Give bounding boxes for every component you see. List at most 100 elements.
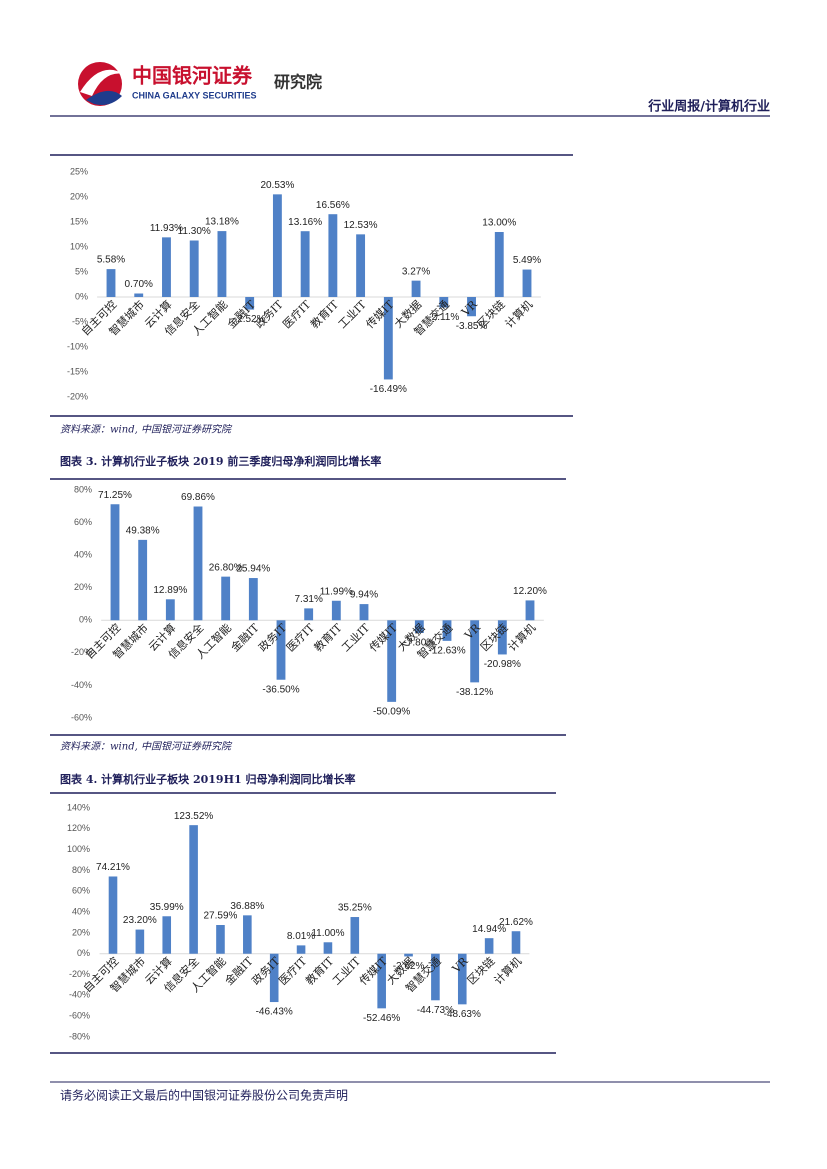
bar bbox=[221, 576, 231, 621]
value-label: -16.49% bbox=[370, 384, 407, 395]
value-label: 21.62% bbox=[499, 917, 533, 928]
y-tick-label: -60% bbox=[71, 712, 92, 722]
category-label: VR bbox=[449, 954, 471, 976]
bar bbox=[414, 620, 424, 633]
bar bbox=[431, 953, 440, 1001]
value-label: -2.11% bbox=[428, 312, 459, 323]
bar bbox=[331, 600, 341, 621]
bar bbox=[328, 214, 338, 297]
value-label: 9.94% bbox=[350, 590, 378, 601]
bar bbox=[497, 620, 507, 655]
bar bbox=[216, 925, 225, 954]
bar bbox=[442, 620, 452, 641]
bar bbox=[296, 945, 306, 954]
bar bbox=[162, 237, 171, 297]
category-label: VR bbox=[462, 621, 484, 643]
bar bbox=[134, 293, 144, 297]
y-tick-label: 0% bbox=[77, 948, 90, 958]
y-tick-label: 0% bbox=[79, 615, 92, 625]
y-tick-label: 40% bbox=[72, 906, 90, 916]
bar bbox=[304, 608, 314, 621]
company-name: 中国银河证券 bbox=[132, 64, 253, 88]
value-label: 11.00% bbox=[311, 928, 344, 939]
institute: 研究院 bbox=[274, 73, 322, 92]
bar bbox=[189, 240, 199, 297]
y-tick-label: 60% bbox=[72, 886, 90, 896]
value-label: -46.43% bbox=[256, 1007, 293, 1018]
bar bbox=[165, 599, 175, 621]
source-note: 资料来源：wind, 中国银河证券研究院 bbox=[60, 741, 233, 753]
bar bbox=[138, 539, 148, 621]
y-tick-label: 15% bbox=[70, 216, 88, 226]
value-label: -7.80% bbox=[403, 638, 435, 649]
value-label: 36.88% bbox=[230, 901, 264, 912]
category-label: 区块链 bbox=[464, 954, 497, 987]
bar bbox=[484, 938, 494, 954]
bar bbox=[300, 231, 310, 297]
bar bbox=[387, 620, 397, 702]
value-label: 69.86% bbox=[181, 492, 215, 503]
value-label: 123.52% bbox=[174, 811, 214, 822]
value-label: 16.56% bbox=[316, 200, 350, 211]
category-label: 医疗IT bbox=[283, 620, 317, 654]
bar bbox=[467, 297, 476, 317]
value-label: 11.30% bbox=[178, 226, 211, 237]
value-label: 11.93% bbox=[150, 223, 183, 234]
bar bbox=[135, 929, 145, 954]
bar bbox=[522, 269, 532, 297]
category-label: 工业IT bbox=[339, 621, 372, 654]
bar bbox=[439, 297, 449, 308]
y-tick-label: 5% bbox=[75, 266, 88, 276]
value-label: 3.27% bbox=[402, 266, 430, 277]
y-tick-label: -80% bbox=[69, 1031, 90, 1041]
bar bbox=[350, 917, 360, 954]
category-label: 医疗IT bbox=[280, 297, 314, 331]
category-label: 工业IT bbox=[330, 954, 363, 987]
category-label: 金融IT bbox=[222, 954, 256, 988]
value-label: -38.12% bbox=[456, 687, 493, 698]
value-label: 8.01% bbox=[287, 931, 315, 942]
bar bbox=[243, 915, 252, 954]
y-tick-label: 0% bbox=[75, 291, 88, 301]
bar bbox=[272, 194, 282, 297]
value-label: -48.63% bbox=[444, 1009, 481, 1020]
value-label: 49.38% bbox=[126, 526, 160, 537]
bar bbox=[108, 876, 118, 954]
bar bbox=[276, 620, 286, 680]
value-label: -50.09% bbox=[373, 707, 410, 718]
y-tick-label: 25% bbox=[70, 166, 88, 176]
y-tick-label: 40% bbox=[74, 550, 92, 560]
value-label: 35.25% bbox=[338, 903, 372, 914]
value-label: 74.21% bbox=[96, 862, 130, 873]
y-tick-label: -10% bbox=[67, 341, 88, 351]
bar bbox=[359, 604, 369, 621]
bar bbox=[383, 297, 393, 380]
source-note: 资料来源：wind, 中国银河证券研究院 bbox=[60, 424, 233, 436]
bar bbox=[217, 231, 227, 297]
y-tick-label: 140% bbox=[67, 802, 90, 812]
bar bbox=[404, 953, 413, 957]
company-en: CHINA GALAXY SECURITIES bbox=[132, 90, 257, 100]
category-label: 工业IT bbox=[336, 298, 369, 331]
value-label: 11.99% bbox=[320, 586, 353, 597]
y-tick-label: -5% bbox=[72, 316, 88, 326]
bar bbox=[269, 953, 279, 1003]
y-tick-label: 60% bbox=[74, 517, 92, 527]
y-tick-label: -20% bbox=[67, 391, 88, 401]
y-tick-label: -60% bbox=[69, 1011, 90, 1021]
bar bbox=[162, 916, 172, 954]
footer-note: 请务必阅读正文最后的中国银河证券股份公司免责声明 bbox=[60, 1088, 348, 1103]
y-tick-label: 20% bbox=[70, 191, 88, 201]
value-label: 12.53% bbox=[344, 220, 378, 231]
value-label: -20.98% bbox=[484, 659, 521, 670]
bar bbox=[356, 234, 366, 297]
bar bbox=[525, 600, 535, 621]
y-tick-label: 10% bbox=[70, 241, 88, 251]
bar bbox=[106, 269, 116, 297]
value-label: -3.85% bbox=[456, 321, 488, 332]
y-tick-label: -40% bbox=[69, 990, 90, 1000]
y-tick-label: -40% bbox=[71, 680, 92, 690]
logo bbox=[78, 62, 124, 106]
y-tick-label: -15% bbox=[67, 366, 88, 376]
